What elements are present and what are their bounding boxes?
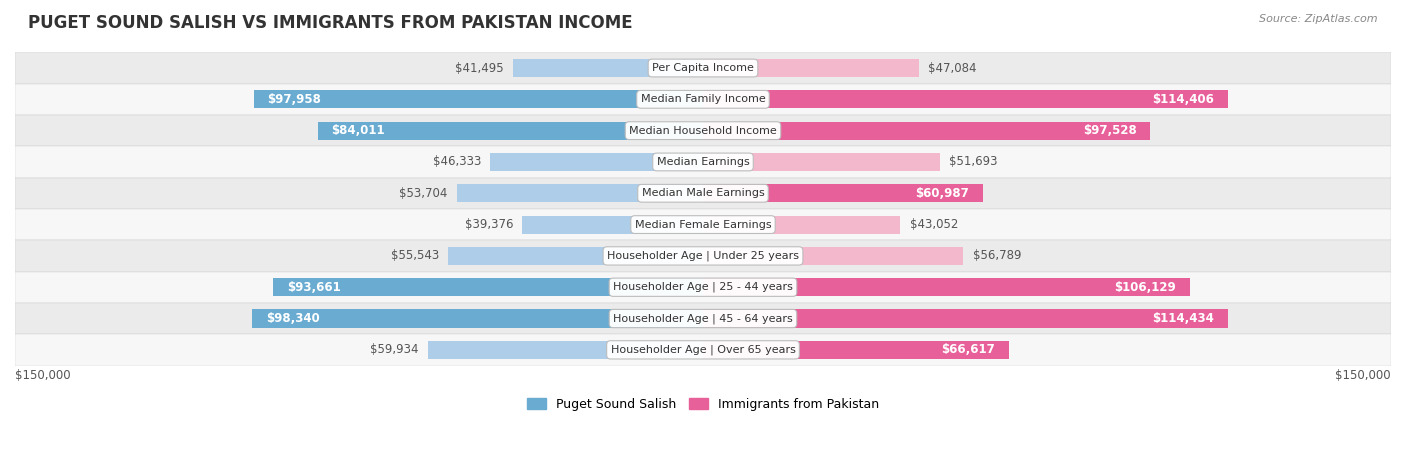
Text: Householder Age | Over 65 years: Householder Age | Over 65 years xyxy=(610,345,796,355)
Text: Householder Age | Under 25 years: Householder Age | Under 25 years xyxy=(607,251,799,261)
Bar xyxy=(703,153,941,171)
Text: Per Capita Income: Per Capita Income xyxy=(652,63,754,73)
Text: Median Household Income: Median Household Income xyxy=(628,126,778,135)
Bar xyxy=(318,121,703,140)
Legend: Puget Sound Salish, Immigrants from Pakistan: Puget Sound Salish, Immigrants from Paki… xyxy=(522,393,884,416)
Bar xyxy=(252,310,703,328)
Text: $66,617: $66,617 xyxy=(941,343,995,356)
Text: $106,129: $106,129 xyxy=(1115,281,1175,294)
Bar xyxy=(703,90,1227,108)
Text: $97,528: $97,528 xyxy=(1083,124,1136,137)
Text: Median Male Earnings: Median Male Earnings xyxy=(641,188,765,198)
Text: $46,333: $46,333 xyxy=(433,156,481,169)
Text: $150,000: $150,000 xyxy=(1336,368,1391,382)
Text: $56,789: $56,789 xyxy=(973,249,1021,262)
Bar xyxy=(15,84,1391,115)
Text: $53,704: $53,704 xyxy=(399,187,447,200)
Bar xyxy=(703,215,900,234)
Bar xyxy=(703,278,1189,296)
Bar xyxy=(449,247,703,265)
Text: $114,406: $114,406 xyxy=(1152,93,1213,106)
Text: $93,661: $93,661 xyxy=(287,281,340,294)
Bar xyxy=(15,334,1391,366)
Bar xyxy=(491,153,703,171)
Bar xyxy=(703,341,1008,359)
Text: $51,693: $51,693 xyxy=(949,156,998,169)
Bar xyxy=(703,247,963,265)
Text: Householder Age | 45 - 64 years: Householder Age | 45 - 64 years xyxy=(613,313,793,324)
Text: Source: ZipAtlas.com: Source: ZipAtlas.com xyxy=(1260,14,1378,24)
Bar xyxy=(427,341,703,359)
Text: Median Family Income: Median Family Income xyxy=(641,94,765,104)
Text: Median Earnings: Median Earnings xyxy=(657,157,749,167)
Text: $84,011: $84,011 xyxy=(332,124,385,137)
Text: $60,987: $60,987 xyxy=(915,187,969,200)
Text: $41,495: $41,495 xyxy=(456,62,503,75)
Bar xyxy=(457,184,703,202)
Bar xyxy=(15,146,1391,177)
Text: $98,340: $98,340 xyxy=(266,312,319,325)
Bar xyxy=(703,121,1150,140)
Text: $59,934: $59,934 xyxy=(370,343,419,356)
Bar xyxy=(15,52,1391,84)
Bar xyxy=(15,177,1391,209)
Text: $43,052: $43,052 xyxy=(910,218,957,231)
Bar xyxy=(523,215,703,234)
Bar xyxy=(253,90,703,108)
Text: $150,000: $150,000 xyxy=(15,368,70,382)
Bar xyxy=(703,310,1227,328)
Text: $47,084: $47,084 xyxy=(928,62,977,75)
Text: $55,543: $55,543 xyxy=(391,249,439,262)
Text: $39,376: $39,376 xyxy=(465,218,513,231)
Bar xyxy=(15,209,1391,240)
Text: Median Female Earnings: Median Female Earnings xyxy=(634,219,772,230)
Text: $97,958: $97,958 xyxy=(267,93,322,106)
Bar xyxy=(15,115,1391,146)
Text: PUGET SOUND SALISH VS IMMIGRANTS FROM PAKISTAN INCOME: PUGET SOUND SALISH VS IMMIGRANTS FROM PA… xyxy=(28,14,633,32)
Bar xyxy=(703,59,920,77)
Bar xyxy=(273,278,703,296)
Bar xyxy=(15,240,1391,272)
Bar xyxy=(703,184,983,202)
Text: Householder Age | 25 - 44 years: Householder Age | 25 - 44 years xyxy=(613,282,793,292)
Bar xyxy=(15,272,1391,303)
Bar xyxy=(513,59,703,77)
Bar xyxy=(15,303,1391,334)
Text: $114,434: $114,434 xyxy=(1153,312,1215,325)
